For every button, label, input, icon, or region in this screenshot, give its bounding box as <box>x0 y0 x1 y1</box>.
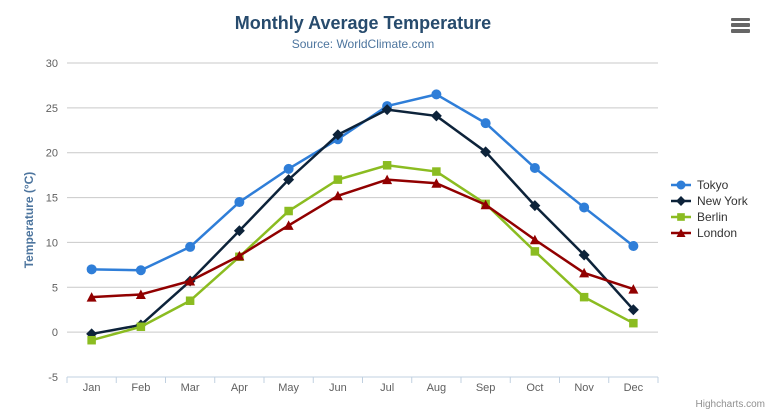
data-point-marker[interactable] <box>234 250 245 261</box>
x-axis-category-label: Jan <box>83 382 101 394</box>
series-london[interactable] <box>86 174 639 302</box>
legend-label: New York <box>697 194 748 208</box>
legend-item-new-york[interactable]: New York <box>670 193 748 209</box>
data-point-marker[interactable] <box>185 296 195 305</box>
series-line <box>90 178 635 299</box>
x-axis-category-label: Aug <box>427 382 447 394</box>
x-axis-category-label: Dec <box>624 382 644 394</box>
legend: Tokyo New York Berlin London <box>670 177 748 241</box>
y-axis-tick-label: -5 <box>48 372 58 384</box>
data-point-marker[interactable] <box>332 190 343 201</box>
data-point-marker[interactable] <box>480 199 491 210</box>
highcharts-credits-link[interactable]: Highcharts.com <box>695 399 765 410</box>
data-point-marker[interactable] <box>430 110 442 122</box>
data-point-marker[interactable] <box>185 276 196 286</box>
x-axis-category-label: Jun <box>329 382 347 394</box>
data-point-marker[interactable] <box>332 129 344 141</box>
data-point-marker[interactable] <box>676 180 686 190</box>
legend-marker-diamond-icon <box>671 196 691 206</box>
legend-label: Berlin <box>697 210 728 224</box>
data-point-marker[interactable] <box>676 228 686 238</box>
x-axis-category-label: Sep <box>476 382 496 394</box>
legend-marker-circle-icon <box>671 180 691 190</box>
x-axis-category-label: Nov <box>574 382 594 394</box>
context-menu-button[interactable] <box>728 15 754 35</box>
chart-title: Monthly Average Temperature <box>234 13 492 33</box>
x-axis-category-label: Mar <box>181 382 200 394</box>
legend-item-london[interactable]: London <box>670 225 748 241</box>
x-axis-category-label: Apr <box>231 382 248 394</box>
data-point-marker[interactable] <box>86 292 97 302</box>
data-point-marker[interactable] <box>283 174 295 186</box>
series-line <box>90 108 635 336</box>
x-axis-category-label: Jul <box>380 382 394 394</box>
series-new-york[interactable] <box>86 104 639 340</box>
legend-item-berlin[interactable]: Berlin <box>670 209 748 225</box>
data-point-marker[interactable] <box>283 220 294 230</box>
y-axis-tick-label: 15 <box>46 193 58 205</box>
legend-marker-square-icon <box>671 213 691 221</box>
data-point-marker[interactable] <box>530 247 540 256</box>
data-point-marker[interactable] <box>628 284 639 294</box>
data-point-marker[interactable] <box>431 89 442 100</box>
series-line <box>90 93 635 272</box>
data-point-marker[interactable] <box>432 167 441 176</box>
legend-label: Tokyo <box>697 178 729 192</box>
data-point-marker[interactable] <box>333 175 343 184</box>
x-axis-category-label: Oct <box>526 382 543 394</box>
data-point-marker[interactable] <box>529 200 541 212</box>
y-axis-tick-label: 20 <box>46 148 58 160</box>
data-point-marker[interactable] <box>234 197 245 208</box>
data-point-marker[interactable] <box>480 118 491 129</box>
hamburger-menu-icon <box>731 17 751 33</box>
legend-label: London <box>697 226 738 240</box>
data-point-marker[interactable] <box>579 202 590 213</box>
y-axis-tick-label: 0 <box>52 327 58 339</box>
data-point-marker[interactable] <box>579 267 590 278</box>
data-point-marker[interactable] <box>677 213 685 221</box>
data-point-marker[interactable] <box>87 335 96 345</box>
data-point-marker[interactable] <box>135 289 146 299</box>
data-point-marker[interactable] <box>579 292 589 302</box>
data-point-marker[interactable] <box>86 264 97 275</box>
menu-bar <box>731 17 750 21</box>
legend-marker-triangle-icon <box>671 228 691 238</box>
series-tokyo[interactable] <box>86 89 639 276</box>
legend-item-tokyo[interactable]: Tokyo <box>670 177 748 193</box>
y-axis-tick-label: 25 <box>46 103 58 115</box>
data-point-marker[interactable] <box>382 174 393 185</box>
y-axis-tick-label: 10 <box>46 237 58 249</box>
data-point-marker[interactable] <box>382 161 392 170</box>
data-point-marker[interactable] <box>233 225 245 237</box>
y-axis-tick-label: 30 <box>46 58 58 70</box>
y-axis-tick-label: 5 <box>52 282 58 294</box>
data-point-marker[interactable] <box>529 162 540 173</box>
data-point-marker[interactable] <box>578 249 590 261</box>
data-point-marker[interactable] <box>381 104 393 116</box>
data-point-marker[interactable] <box>283 163 294 174</box>
data-point-marker[interactable] <box>431 178 442 188</box>
data-point-marker[interactable] <box>185 241 196 252</box>
data-point-marker[interactable] <box>629 318 638 328</box>
data-point-marker[interactable] <box>135 265 146 276</box>
data-point-marker[interactable] <box>676 196 686 206</box>
menu-bar <box>731 23 750 27</box>
data-point-marker[interactable] <box>480 146 492 158</box>
data-point-marker[interactable] <box>136 322 146 332</box>
menu-bar <box>731 29 750 33</box>
data-point-marker[interactable] <box>529 234 540 245</box>
data-point-marker[interactable] <box>627 304 639 316</box>
data-point-marker[interactable] <box>628 241 639 252</box>
y-axis-title: Temperature (°C) <box>22 171 36 269</box>
x-axis-category-label: May <box>278 382 299 394</box>
chart-subtitle: Source: WorldClimate.com <box>291 37 435 51</box>
series-line <box>90 164 635 342</box>
x-axis-category-label: Feb <box>131 382 150 394</box>
data-point-marker[interactable] <box>284 206 293 216</box>
